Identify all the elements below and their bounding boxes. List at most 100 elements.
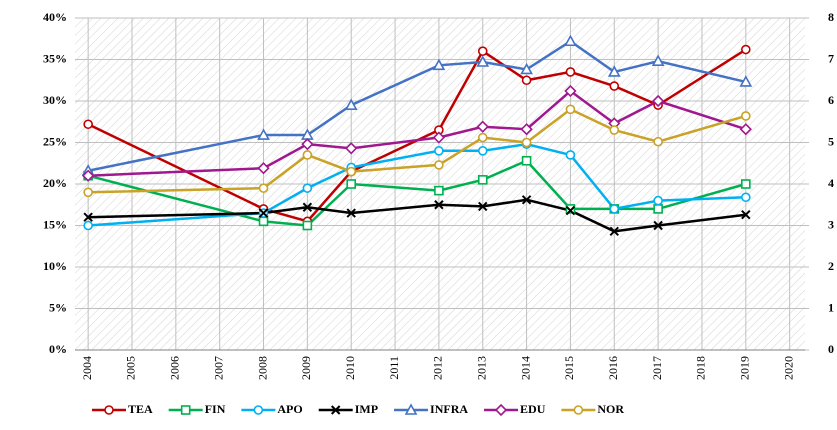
- x-tick-label: 2005: [124, 356, 138, 380]
- legend-item: TEA: [92, 402, 153, 416]
- marker: [83, 220, 93, 231]
- marker: [477, 132, 488, 143]
- marker: [434, 200, 444, 210]
- marker: [651, 94, 665, 108]
- marker: [651, 54, 665, 66]
- marker: [346, 166, 357, 177]
- x-tick-label: 2020: [781, 356, 795, 380]
- marker: [404, 403, 418, 415]
- marker: [476, 55, 490, 67]
- x-tick-label: 2011: [387, 356, 401, 380]
- marker: [477, 146, 488, 156]
- marker: [573, 405, 584, 415]
- legend-label: FIN: [205, 402, 226, 416]
- y-tick-label: 5%: [49, 300, 67, 314]
- y-tick-label: 35%: [43, 51, 67, 65]
- y-tick-label: 10%: [43, 259, 67, 273]
- marker: [83, 119, 93, 130]
- y2-tick-label: 8: [828, 10, 834, 24]
- marker: [520, 123, 533, 136]
- marker: [434, 185, 444, 196]
- y-tick-label: 15%: [43, 217, 67, 231]
- x-tick-label: 2015: [562, 356, 576, 380]
- x-tick-label: 2008: [255, 356, 269, 380]
- legend-item: APO: [241, 402, 303, 416]
- marker: [521, 155, 532, 166]
- marker: [565, 205, 576, 216]
- marker: [521, 75, 532, 86]
- marker: [609, 204, 620, 214]
- marker: [302, 183, 313, 193]
- marker: [258, 208, 269, 218]
- legend-item: EDU: [484, 402, 546, 417]
- marker: [257, 162, 270, 175]
- legend-label: EDU: [520, 402, 546, 416]
- marker: [609, 226, 619, 237]
- x-tick-label: 2009: [299, 356, 313, 380]
- x-tick-label: 2007: [211, 356, 225, 380]
- marker: [83, 187, 93, 198]
- marker: [82, 169, 95, 182]
- y2-tick-label: 0: [828, 342, 834, 356]
- legend-item: IMP: [318, 402, 378, 416]
- marker: [83, 212, 93, 222]
- x-tick-label: 2016: [606, 356, 620, 380]
- marker: [520, 62, 533, 75]
- x-tick-label: 2018: [694, 356, 708, 380]
- marker: [257, 128, 270, 140]
- marker: [432, 131, 446, 144]
- marker: [344, 98, 358, 110]
- legend-label: IMP: [355, 402, 378, 416]
- marker: [565, 150, 576, 160]
- marker: [258, 183, 269, 193]
- y2-tick-label: 7: [828, 51, 834, 65]
- marker: [653, 204, 663, 214]
- y-tick-label: 40%: [43, 10, 67, 24]
- marker: [346, 208, 356, 218]
- marker: [346, 179, 357, 189]
- y2-tick-label: 6: [828, 93, 834, 107]
- marker: [741, 111, 751, 121]
- y2-tick-label: 4: [828, 176, 834, 190]
- x-tick-label: 2010: [343, 356, 357, 380]
- marker: [741, 192, 751, 203]
- legend-item: INFRA: [394, 402, 468, 416]
- marker: [104, 405, 114, 415]
- marker: [521, 137, 532, 148]
- marker: [434, 146, 444, 156]
- marker: [345, 142, 358, 155]
- marker: [565, 104, 576, 115]
- marker: [434, 160, 444, 170]
- x-tick-label: 2013: [474, 356, 488, 380]
- marker: [741, 210, 751, 220]
- legend-label: TEA: [128, 402, 153, 416]
- marker: [494, 403, 508, 417]
- marker: [330, 405, 341, 415]
- marker: [607, 65, 621, 77]
- marker: [564, 84, 577, 98]
- marker: [301, 138, 314, 151]
- marker: [565, 67, 576, 77]
- marker: [741, 179, 751, 189]
- marker: [521, 195, 532, 205]
- legend-label: NOR: [597, 402, 624, 416]
- marker: [477, 46, 488, 57]
- marker: [478, 201, 488, 212]
- legend-label: INFRA: [430, 402, 468, 416]
- marker: [477, 175, 488, 185]
- marker: [609, 81, 620, 91]
- marker: [302, 202, 313, 212]
- x-tick-label: 2012: [431, 356, 445, 380]
- marker: [476, 120, 489, 133]
- y-tick-label: 20%: [43, 176, 67, 190]
- y-tick-label: 30%: [43, 93, 67, 107]
- y2-tick-label: 3: [828, 217, 834, 231]
- y-tick-label: 25%: [43, 134, 67, 148]
- legend-label: APO: [277, 402, 302, 416]
- marker: [739, 123, 752, 136]
- marker: [258, 216, 269, 227]
- marker: [653, 220, 663, 231]
- y2-tick-label: 1: [828, 300, 834, 314]
- x-tick-label: 2004: [80, 356, 94, 380]
